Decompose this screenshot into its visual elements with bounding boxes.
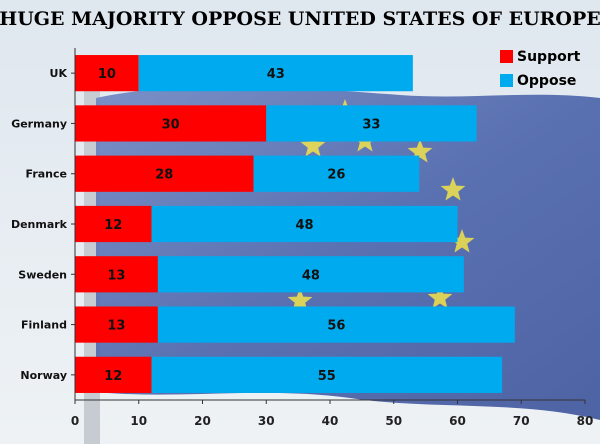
star-icon (449, 229, 475, 253)
x-tick-label: 30 (258, 414, 275, 428)
legend-swatch-support (500, 50, 513, 63)
bar-oppose (138, 55, 413, 92)
star-icon (440, 177, 466, 201)
chart-title: HUGE MAJORITY OPPOSE UNITED STATES OF EU… (0, 8, 600, 30)
star-icon (300, 133, 326, 157)
bar-support (75, 205, 152, 243)
star-icon (427, 285, 453, 309)
data-label: 56 (327, 319, 345, 334)
data-label: 48 (302, 268, 320, 283)
x-tick-label: 50 (385, 414, 402, 428)
x-tick-label: 60 (449, 414, 466, 428)
data-label: 12 (104, 218, 122, 233)
data-label: 28 (155, 168, 173, 183)
bar-support (75, 155, 254, 192)
bar-support (75, 105, 267, 142)
x-tick-label: 70 (513, 414, 530, 428)
legend-label-oppose: Oppose (517, 73, 576, 89)
category-label: Finland (21, 319, 67, 332)
data-label: 33 (362, 117, 380, 132)
data-label: 13 (107, 268, 125, 283)
bar-oppose (157, 306, 515, 343)
legend-label-support: Support (517, 49, 581, 65)
category-label: UK (50, 67, 68, 80)
bar-oppose (253, 155, 420, 192)
x-tick-label: 0 (71, 414, 79, 428)
x-tick-label: 20 (194, 414, 211, 428)
bar-oppose (151, 356, 503, 393)
legend-swatch-oppose (500, 74, 513, 87)
x-tick-label: 80 (577, 414, 594, 428)
data-label: 10 (98, 67, 116, 82)
bar-support (75, 356, 152, 393)
data-label: 30 (162, 117, 180, 132)
category-label: Germany (11, 117, 67, 130)
x-tick-label: 10 (130, 414, 147, 428)
bar-support (75, 55, 139, 92)
data-label: 43 (267, 67, 285, 82)
bar-support (75, 306, 158, 343)
star-icon (407, 139, 433, 163)
data-label: 26 (327, 168, 345, 183)
data-label: 55 (318, 369, 336, 384)
bar-oppose (151, 205, 458, 243)
category-label: France (26, 168, 67, 181)
category-label: Denmark (11, 218, 68, 231)
data-label: 13 (107, 319, 125, 334)
data-label: 48 (295, 218, 313, 233)
bar-support (75, 256, 158, 293)
category-label: Sweden (18, 268, 67, 281)
x-tick-label: 40 (322, 414, 339, 428)
star-icon (287, 288, 313, 312)
bar-oppose (266, 105, 477, 142)
category-label: Norway (20, 369, 67, 382)
data-label: 12 (104, 369, 122, 384)
bar-oppose (157, 256, 464, 293)
